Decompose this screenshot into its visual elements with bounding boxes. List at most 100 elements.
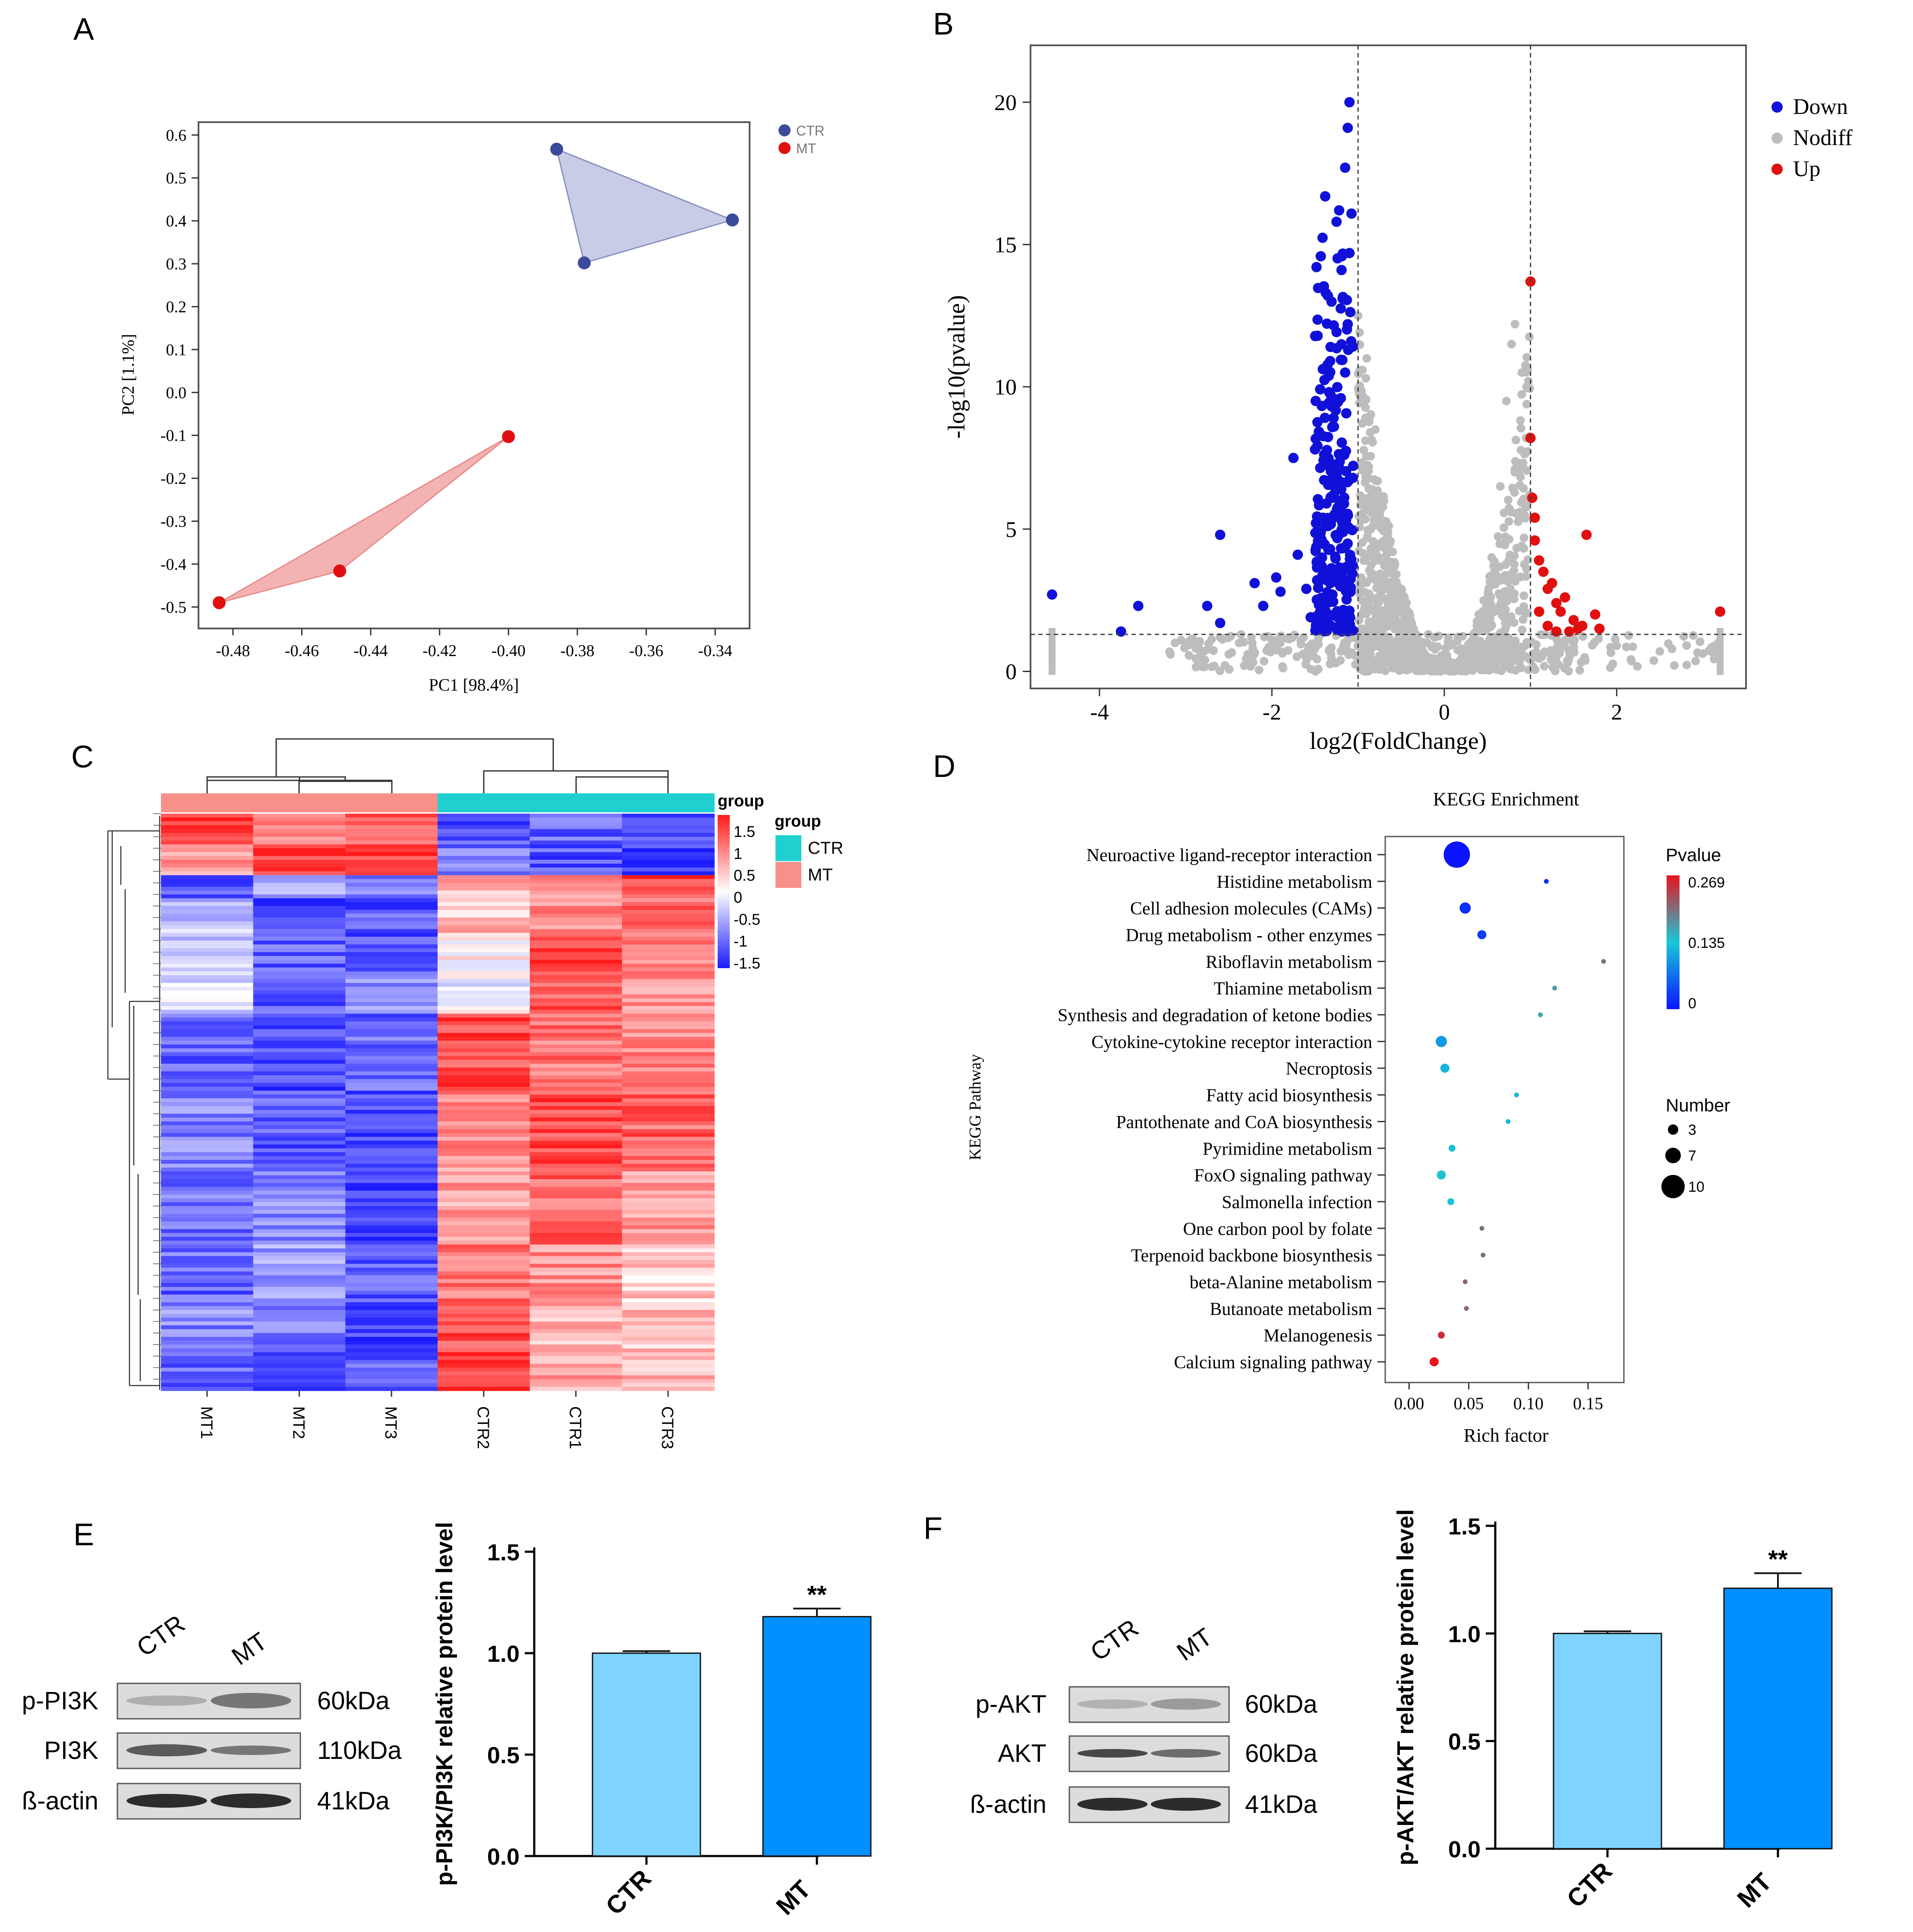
heatmap-cell: [345, 840, 438, 845]
volcano-point-up: [1564, 626, 1575, 637]
heatmap-cell: [253, 844, 346, 849]
heatmap-cell: [529, 933, 623, 937]
heatmap-cell: [253, 1033, 346, 1037]
volcano-point-down: [1313, 283, 1324, 294]
heatmap-cell: [253, 859, 346, 864]
volcano-nodiff-point: [1682, 660, 1691, 669]
volcano-nodiff-point: [1522, 400, 1531, 409]
volcano-point-down: [1337, 624, 1348, 635]
kegg-frame: [1384, 836, 1625, 1383]
heatmap-cell: [161, 1064, 254, 1068]
volcano-nodiff-point: [1499, 523, 1508, 532]
heatmap-cell: [622, 1252, 715, 1256]
heatmap-cell: [529, 859, 623, 864]
heatmap-scale-tick-label: 1.5: [734, 823, 755, 840]
volcano-nodiff-point: [1379, 632, 1388, 641]
heatmap-cell: [253, 833, 346, 837]
heatmap-cell: [161, 1156, 254, 1160]
heatmap-cell: [438, 1210, 530, 1214]
heatmap-cell: [529, 1341, 623, 1345]
heatmap-cell: [345, 1241, 438, 1245]
volcano-nodiff-point: [1248, 658, 1257, 667]
heatmap-cell: [345, 1375, 438, 1380]
volcano-point-up: [1560, 592, 1570, 603]
blot-protein-label: p-AKT: [976, 1690, 1046, 1718]
heatmap-cell: [529, 1086, 623, 1091]
heatmap-cell: [161, 902, 254, 906]
volcano-nodiff-point: [1447, 640, 1456, 649]
heatmap-cell: [529, 1156, 623, 1160]
heatmap-cell: [345, 1148, 438, 1152]
heatmap-cell: [438, 1263, 530, 1268]
heatmap-cell: [253, 1302, 346, 1307]
heatmap-cell: [253, 1221, 346, 1226]
heatmap-cell: [438, 933, 530, 937]
volcano-nodiff-point: [1191, 654, 1200, 663]
heatmap-cell: [253, 1140, 346, 1145]
heatmap-cell: [622, 1302, 715, 1307]
heatmap-cell: [161, 1375, 254, 1380]
kegg-pathway-label: Terpenoid backbone biosynthesis: [1131, 1246, 1372, 1266]
heatmap-cell: [161, 1125, 254, 1130]
pca-x-tick-label: -0.42: [422, 642, 457, 660]
volcano-point-up: [1568, 615, 1579, 625]
volcano-point-down: [1310, 331, 1321, 341]
heatmap-cell: [529, 1379, 623, 1383]
volcano-point-up: [1555, 606, 1566, 617]
heatmap-cell: [253, 1267, 346, 1272]
volcano-point-down: [1331, 343, 1342, 354]
heatmap-cell: [253, 856, 346, 860]
heatmap-cell: [345, 844, 438, 849]
volcano-point-down: [1249, 578, 1260, 589]
heatmap-cell: [529, 1075, 623, 1080]
heatmap-cell: [253, 975, 346, 979]
volcano-nodiff-point: [1356, 491, 1365, 500]
heatmap-cell: [253, 1337, 346, 1341]
heatmap-cell: [161, 1121, 254, 1126]
heatmap-cell: [253, 1133, 346, 1137]
heatmap-cell: [161, 1256, 254, 1260]
kegg-bubble-plot: KEGG Enrichment Neuroactive ligand-recep…: [966, 789, 1730, 1446]
heatmap-cell: [529, 1337, 623, 1341]
heatmap-cell: [529, 1291, 623, 1295]
heatmap-cell: [438, 1302, 530, 1307]
heatmap-cell: [438, 1056, 530, 1061]
heatmap-cell: [161, 994, 254, 999]
heatmap-cell: [529, 1033, 623, 1037]
heatmap-cell: [622, 948, 715, 953]
volcano-point-down: [1345, 612, 1355, 623]
heatmap-cell: [345, 983, 438, 987]
kegg-pathway-label: Pantothenate and CoA biosynthesis: [1116, 1112, 1372, 1132]
heatmap-cell: [438, 1148, 530, 1152]
kegg-x-label: Rich factor: [1464, 1425, 1549, 1446]
heatmap-cell: [438, 1098, 530, 1103]
heatmap-cell: [622, 1267, 715, 1272]
heatmap-cell: [622, 933, 715, 937]
heatmap-cell: [253, 909, 346, 914]
heatmap-cell: [253, 867, 346, 872]
heatmap-cell: [529, 856, 623, 860]
volcano-nodiff-point: [1198, 662, 1207, 671]
heatmap-cell: [345, 1060, 438, 1064]
heatmap-cell: [438, 1313, 530, 1318]
heatmap-cell: [161, 944, 254, 949]
heatmap-cell: [253, 1256, 346, 1260]
heatmap-cell: [438, 1233, 530, 1237]
heatmap-cell: [161, 991, 254, 995]
heatmap-cell: [345, 1325, 438, 1329]
volcano-nodiff-point: [1512, 543, 1521, 552]
kegg-size-legend: Number 3 7 10: [1661, 1095, 1730, 1198]
volcano-nodiff-point: [1517, 663, 1526, 672]
heatmap-cell: [529, 1248, 623, 1253]
volcano-nodiff-point: [1431, 663, 1440, 672]
heatmap-cell: [438, 1294, 530, 1299]
heatmap-cell: [529, 1125, 623, 1130]
heatmap-cell: [345, 994, 438, 999]
volcano-nodiff-point: [1501, 560, 1510, 569]
volcano-nodiff-point: [1390, 580, 1399, 589]
heatmap-cell: [161, 829, 254, 833]
volcano-point-down: [1320, 191, 1330, 202]
heatmap-cell: [253, 1383, 346, 1387]
heatmap-cell: [253, 1371, 346, 1376]
heatmap-cell: [529, 1129, 623, 1133]
